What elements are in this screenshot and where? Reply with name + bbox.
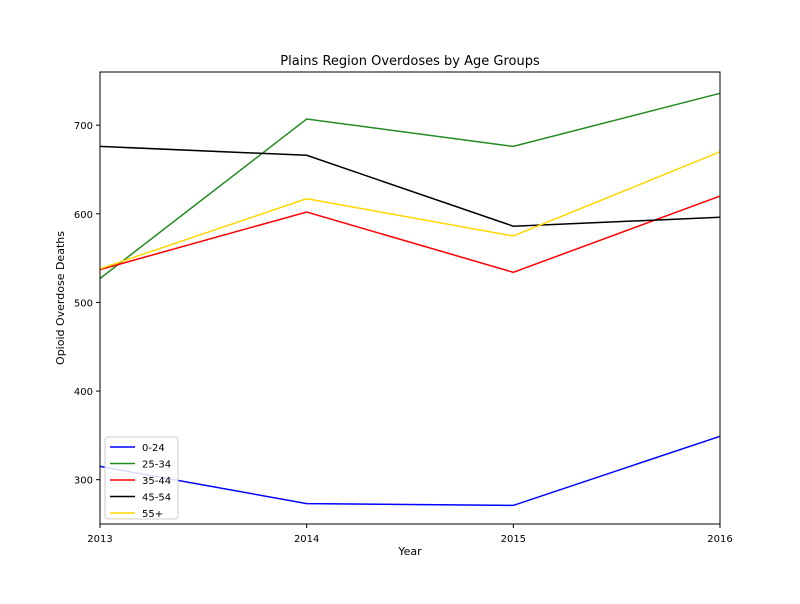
series-line-45-54 <box>99 145 721 227</box>
x-axis-label: Year <box>397 545 422 558</box>
series-line-55+ <box>99 151 721 270</box>
y-tick-label: 500 <box>74 298 93 309</box>
x-tick-label: 2013 <box>87 534 112 545</box>
y-tick-label: 700 <box>74 121 93 132</box>
legend: 0-24 25-34 35-44 45-54 55+ <box>104 436 179 520</box>
legend-label-55+: 55+ <box>142 509 163 520</box>
y-tick-label: 600 <box>74 210 93 221</box>
series-line-25-34 <box>99 92 721 280</box>
y-axis: 300 400 500 600 700 <box>74 121 100 487</box>
legend-label-25-34: 25-34 <box>142 460 171 471</box>
y-axis-label: Opioid Overdose Deaths <box>54 231 67 365</box>
x-tick-label: 2014 <box>294 534 319 545</box>
legend-label-35-44: 35-44 <box>142 476 171 487</box>
series-line-0-24 <box>99 435 721 507</box>
legend-label-45-54: 45-54 <box>142 493 171 504</box>
legend-box <box>104 436 179 520</box>
y-tick-label: 300 <box>74 476 93 487</box>
chart-title: Plains Region Overdoses by Age Groups <box>280 54 540 69</box>
x-axis: 2013 2014 2015 2016 <box>87 524 733 545</box>
plot-frame <box>99 71 721 525</box>
legend-label-0-24: 0-24 <box>142 443 165 454</box>
x-tick-label: 2015 <box>501 534 526 545</box>
series-line-35-44 <box>99 195 721 274</box>
y-tick-label: 400 <box>74 387 93 398</box>
x-tick-label: 2016 <box>707 534 732 545</box>
plot-lines <box>99 92 721 507</box>
